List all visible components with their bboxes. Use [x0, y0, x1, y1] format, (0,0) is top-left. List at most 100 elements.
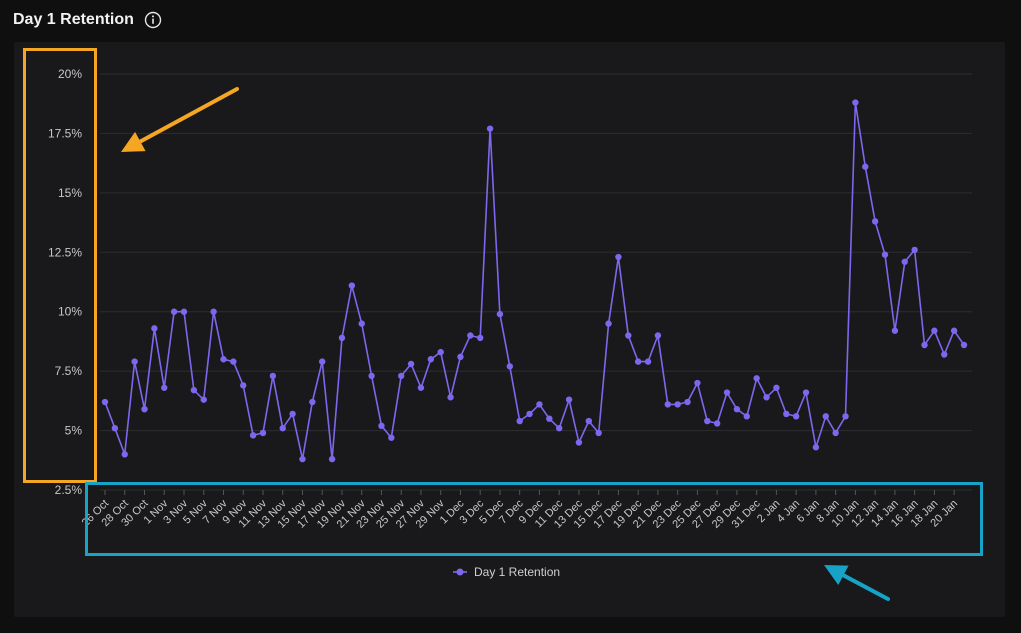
y-tick-label: 17.5% [48, 126, 82, 140]
data-point [901, 258, 908, 265]
data-point [536, 401, 543, 408]
data-point [516, 417, 523, 425]
data-point [299, 455, 306, 463]
data-point [871, 218, 879, 225]
data-point [862, 163, 869, 170]
data-point [911, 246, 918, 254]
data-point [170, 308, 178, 315]
data-point [684, 398, 691, 406]
data-point [230, 358, 237, 365]
data-point [486, 125, 494, 132]
data-point [842, 413, 849, 420]
y-tick-label: 10% [58, 305, 82, 319]
data-point [664, 401, 671, 408]
data-point [595, 429, 602, 437]
y-axis-highlight-box [23, 48, 97, 483]
data-point [131, 358, 138, 365]
y-tick-label: 7.5% [55, 364, 83, 378]
data-point [358, 320, 365, 327]
data-point [546, 415, 553, 422]
data-point [180, 308, 188, 315]
orange-arrow-icon [121, 87, 239, 152]
data-point [388, 434, 395, 441]
y-tick-label: 5% [65, 424, 83, 438]
data-point [240, 382, 247, 389]
data-point [852, 99, 859, 106]
data-point [141, 405, 148, 413]
data-point [526, 410, 533, 418]
data-point [634, 358, 642, 365]
data-point [309, 398, 316, 406]
data-point [259, 429, 267, 437]
data-point [506, 363, 514, 370]
data-point [881, 251, 889, 258]
legend-marker [456, 568, 464, 576]
x-axis-highlight-box [85, 482, 983, 556]
data-point [802, 389, 810, 396]
data-point [279, 424, 286, 432]
data-point [792, 413, 800, 420]
data-point [319, 358, 326, 365]
data-point [644, 358, 652, 365]
data-point [921, 341, 928, 349]
data-point [812, 444, 820, 451]
data-point [674, 401, 681, 408]
data-point [407, 360, 415, 368]
data-point [121, 451, 128, 458]
data-point [753, 375, 760, 382]
legend-label: Day 1 Retention [474, 565, 560, 579]
data-point [269, 372, 277, 380]
data-point [555, 424, 563, 432]
data-point [605, 320, 612, 327]
data-point [625, 332, 632, 339]
data-point [348, 282, 356, 289]
data-point [249, 432, 257, 439]
data-point [832, 429, 839, 437]
chart-title: Day 1 Retention [13, 11, 134, 28]
data-point [763, 394, 770, 401]
data-point [457, 353, 464, 361]
y-tick-label: 15% [58, 186, 82, 200]
y-tick-label: 20% [58, 67, 82, 81]
data-point [822, 413, 829, 420]
data-point [615, 253, 622, 261]
data-point [733, 405, 741, 413]
data-point [190, 386, 198, 394]
data-point [496, 310, 504, 318]
data-point [585, 417, 593, 425]
data-point [111, 424, 119, 432]
cyan-arrow-icon [824, 565, 890, 601]
data-point [950, 327, 958, 334]
data-point [575, 439, 583, 446]
info-circle-icon[interactable] [144, 11, 162, 29]
data-point [289, 410, 296, 418]
data-point [368, 372, 375, 380]
data-point [151, 325, 158, 332]
data-point [704, 417, 711, 425]
data-point [941, 351, 948, 358]
chart-header: Day 1 Retention [13, 9, 162, 31]
data-point [467, 332, 474, 339]
data-point [931, 327, 938, 334]
data-point [723, 389, 731, 396]
data-point [398, 372, 405, 380]
data-point [328, 455, 336, 463]
y-tick-label: 12.5% [48, 245, 82, 259]
data-point [476, 334, 484, 342]
data-point [891, 327, 899, 334]
series-line [104, 101, 965, 460]
data-point [437, 348, 444, 356]
data-point [338, 334, 346, 342]
data-point [694, 379, 701, 387]
data-point [101, 398, 109, 406]
y-tick-label: 2.5% [55, 483, 83, 497]
chart-panel [14, 42, 1005, 617]
data-point [713, 420, 721, 427]
data-point [565, 396, 573, 403]
data-point [654, 332, 662, 339]
data-point [773, 384, 780, 391]
data-point [743, 413, 750, 420]
data-point [220, 356, 227, 363]
data-point [161, 384, 168, 391]
